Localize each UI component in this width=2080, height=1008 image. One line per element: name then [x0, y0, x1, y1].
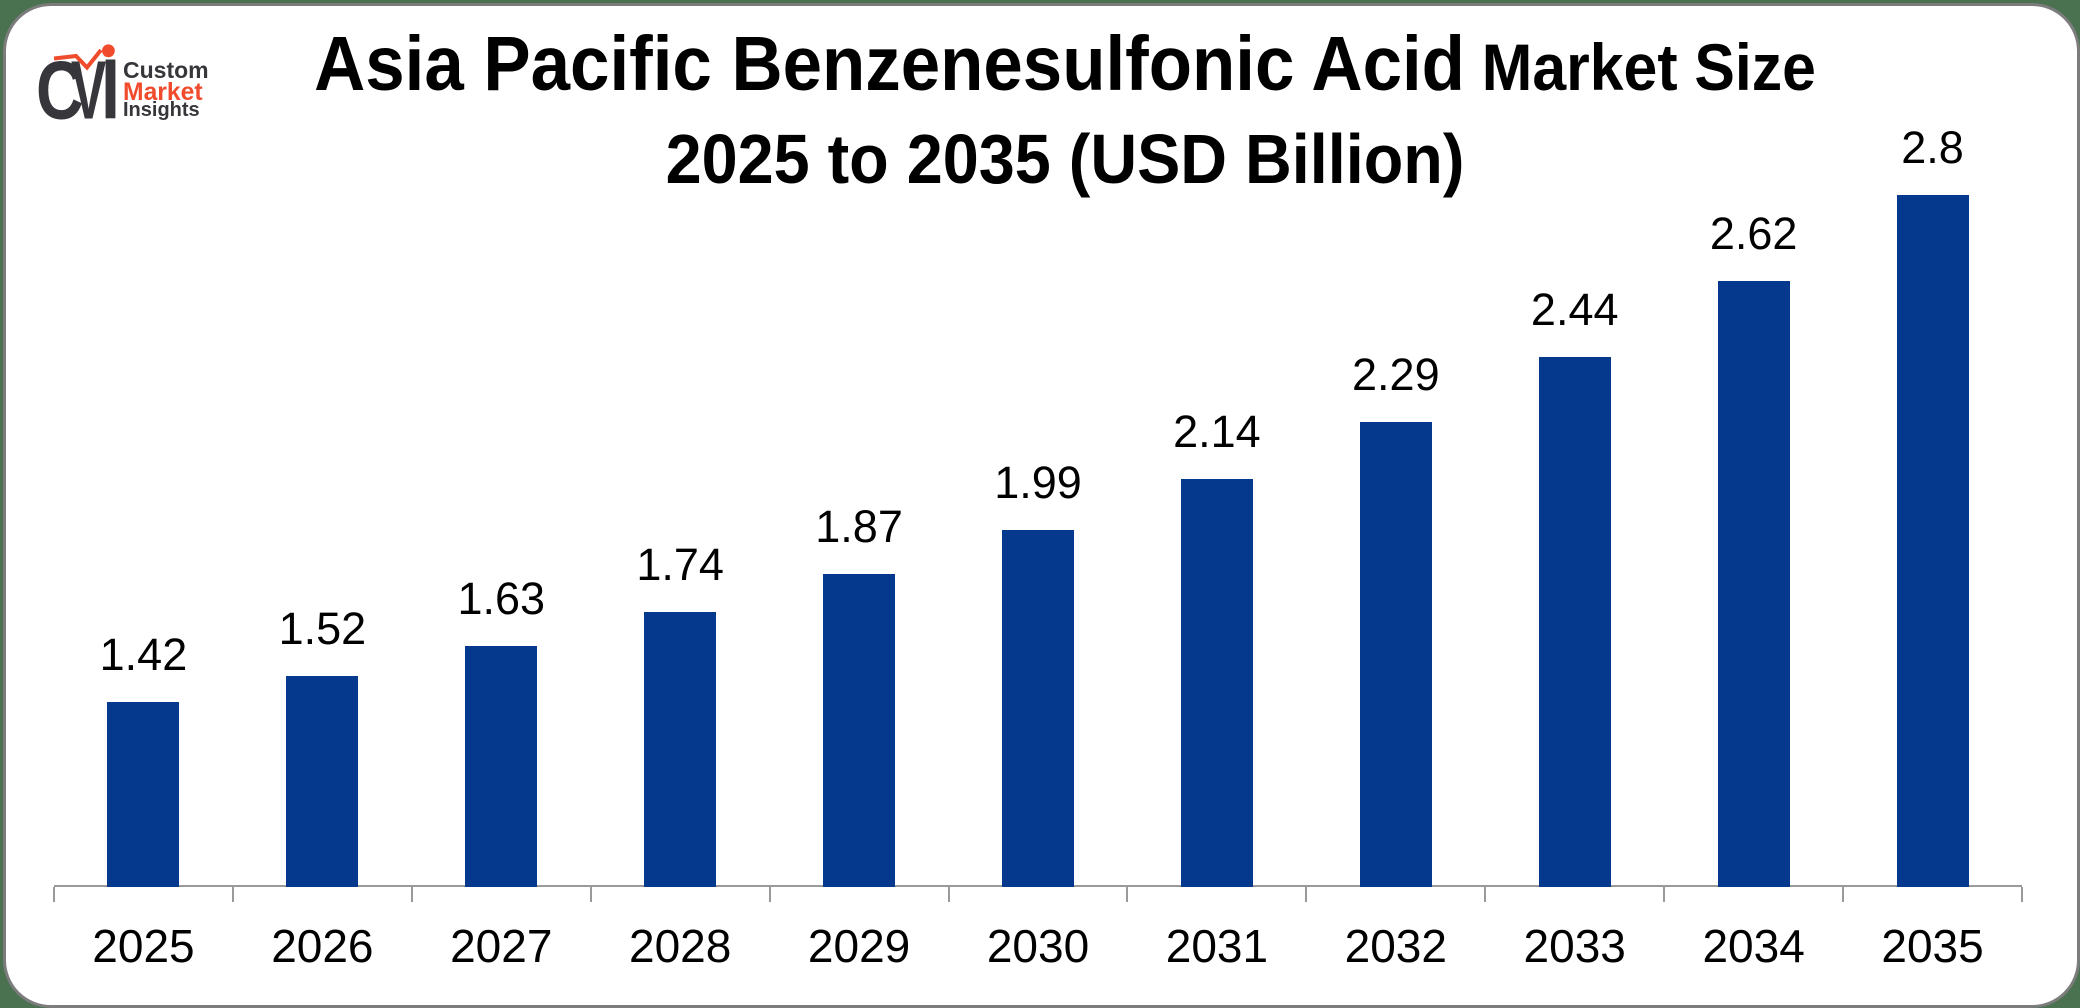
x-axis-tick	[1126, 887, 1129, 902]
bar-2025	[107, 702, 180, 887]
value-label-2033: 2.44	[1530, 283, 1619, 335]
cmi-logo-wordmark: Custom Market Insights	[123, 57, 209, 121]
category-label-2030: 2030	[986, 920, 1090, 972]
x-axis-tick	[2021, 887, 2023, 902]
monogram-i-stem	[105, 59, 116, 119]
value-label-2029: 1.87	[815, 500, 903, 552]
bar-2034	[1717, 281, 1790, 887]
logo-word-custom: Custom	[123, 57, 209, 83]
bar-2033	[1538, 357, 1611, 887]
x-axis-tick	[947, 887, 950, 902]
bar-2030	[1002, 530, 1074, 887]
x-axis-tick	[1484, 887, 1487, 902]
value-label-2030: 1.99	[994, 456, 1082, 508]
value-label-2026: 1.52	[278, 602, 367, 654]
category-label-2033: 2033	[1523, 920, 1626, 972]
x-axis-tick	[53, 887, 55, 902]
logo-dot-icon	[102, 44, 115, 58]
value-label-2028: 1.74	[636, 538, 724, 590]
value-label-2035: 2.8	[1901, 121, 1964, 173]
x-axis-tick	[1305, 887, 1308, 902]
bar-2032	[1359, 422, 1432, 887]
x-axis-tick	[768, 887, 771, 902]
bar-2027	[465, 646, 538, 887]
x-axis-tick	[410, 887, 413, 902]
category-label-2025: 2025	[92, 920, 195, 972]
cmi-logo: C V Custom Market Insights	[36, 43, 209, 136]
bar-2035	[1896, 195, 1969, 887]
category-label-2027: 2027	[450, 920, 553, 972]
logo-word-market: Market	[123, 79, 203, 106]
bar-2026	[286, 676, 359, 887]
category-label-2034: 2034	[1702, 920, 1805, 972]
x-axis-tick	[231, 887, 234, 902]
x-axis-tick	[1842, 887, 1845, 902]
x-axis-tick	[589, 887, 592, 902]
category-label-2029: 2029	[807, 920, 911, 972]
category-label-2026: 2026	[271, 920, 374, 972]
value-label-2027: 1.63	[457, 572, 546, 624]
value-label-2031: 2.14	[1173, 405, 1261, 457]
category-label-2028: 2028	[629, 920, 732, 972]
logo-trendline-icon	[53, 48, 103, 71]
value-label-2032: 2.29	[1352, 348, 1440, 400]
bar-2031	[1180, 479, 1253, 887]
cmi-monogram-icon: C V	[36, 43, 116, 136]
x-axis-tick	[1663, 887, 1666, 902]
value-label-2034: 2.62	[1709, 207, 1798, 259]
category-label-2032: 2032	[1344, 920, 1447, 972]
bar-2028	[644, 612, 717, 887]
category-label-2035: 2035	[1881, 920, 1984, 972]
bar-2029	[823, 574, 896, 887]
value-label-2025: 1.42	[99, 628, 188, 680]
category-label-2031: 2031	[1165, 920, 1269, 972]
logo-word-insights: Insights	[123, 99, 200, 121]
